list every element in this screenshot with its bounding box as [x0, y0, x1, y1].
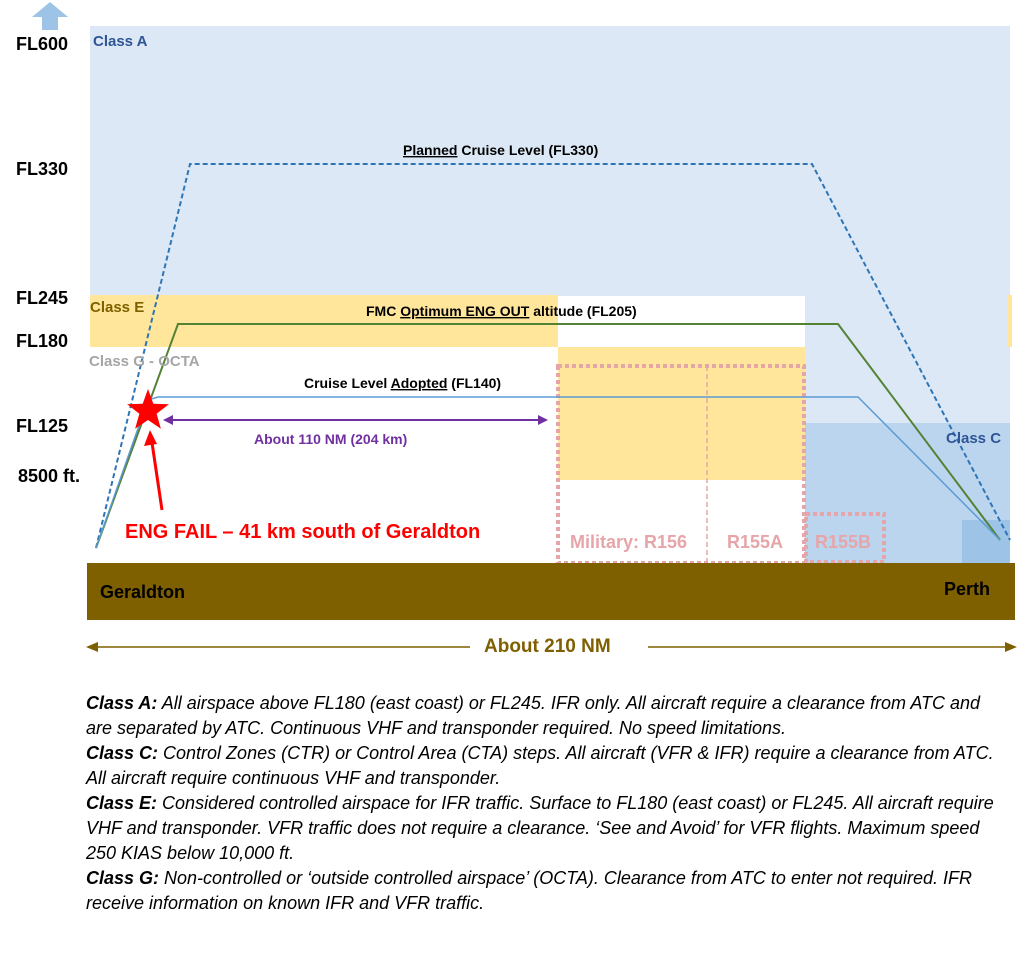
optimum-eng-out-profile: [95, 323, 1001, 549]
restricted-r155b-outline: [804, 512, 886, 564]
class-a-label: Class A: [93, 33, 148, 50]
origin-label: Geraldton: [100, 582, 185, 602]
engine-fail-pointer-head: [144, 430, 157, 446]
legend-item-class-c: Class C: Control Zones (CTR) or Control …: [86, 743, 994, 788]
fl-label: 8500 ft.: [18, 466, 80, 486]
adopted-cruise-profile: [95, 396, 1001, 549]
fl-label: FL245: [16, 288, 68, 308]
class-e-airspace: [90, 295, 558, 347]
planned-cruise-profile: [95, 163, 1011, 549]
up-arrow-icon: [32, 2, 68, 30]
fl-label: FL125: [16, 416, 68, 436]
planned-cruise-label: Planned Cruise Level (FL330): [403, 142, 598, 158]
legend-item-class-g: Class G: Non-controlled or ‘outside cont…: [86, 868, 973, 913]
class-a-airspace: [90, 26, 1010, 296]
class-c-ctr: [962, 520, 1010, 563]
fl-label: FL180: [16, 331, 68, 351]
adopted-cruise-label: Cruise Level Adopted (FL140): [304, 375, 501, 391]
airspace-legend: Class A: All airspace above FL180 (east …: [86, 691, 1001, 916]
fl-label: FL600: [16, 34, 68, 54]
engine-fail-star-icon: [127, 389, 169, 429]
ground: [87, 563, 1015, 620]
destination-label: Perth: [944, 579, 990, 599]
class-e-label: Class E: [90, 299, 144, 316]
airspace-profile-diagram: FL600 FL330 FL245 FL180 FL125 8500 ft. C…: [16, 2, 1017, 657]
legend-item-class-a: Class A: All airspace above FL180 (east …: [86, 693, 981, 738]
fl-label: FL330: [16, 159, 68, 179]
optimum-eng-out-label: FMC Optimum ENG OUT altitude (FL205): [366, 303, 637, 319]
engine-fail-pointer: [149, 435, 164, 511]
distance-210-label: About 210 NM: [484, 636, 611, 657]
class-a-airspace-lower-right: [805, 295, 1010, 423]
restricted-r155a-label: R155A: [727, 532, 783, 552]
class-c-label: Class C: [946, 430, 1001, 447]
class-g-label: Class G - OCTA: [89, 353, 200, 370]
restricted-r156-outline: [556, 364, 806, 565]
class-e-airspace-right: [1008, 295, 1012, 347]
restricted-r156-label: Military: R156: [570, 532, 687, 552]
legend-item-class-e: Class E: Considered controlled airspace …: [86, 793, 994, 863]
distance-110-label: About 110 NM (204 km): [254, 431, 407, 447]
restricted-r155b-label: R155B: [815, 532, 871, 552]
class-e-over-restricted: [558, 347, 805, 480]
engine-fail-label: ENG FAIL – 41 km south of Geraldton: [125, 521, 480, 543]
